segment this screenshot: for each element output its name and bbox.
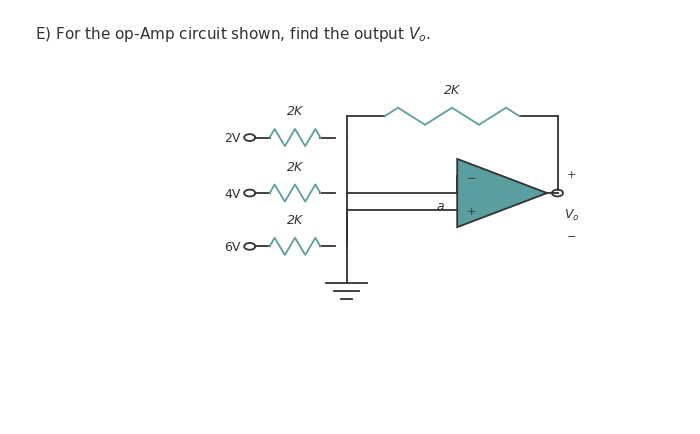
Text: $-$: $-$ <box>466 171 475 181</box>
Polygon shape <box>457 160 547 228</box>
Text: +: + <box>566 169 576 179</box>
Text: 2K: 2K <box>287 105 303 118</box>
Text: 2K: 2K <box>444 84 460 96</box>
Text: 2V: 2V <box>224 132 241 145</box>
Text: E) For the op-Amp circuit shown, find the output $V_o$.: E) For the op-Amp circuit shown, find th… <box>35 24 431 43</box>
Text: $V_o$: $V_o$ <box>564 207 579 222</box>
Text: a: a <box>436 200 444 213</box>
Text: $-$: $-$ <box>566 229 576 239</box>
Text: 6V: 6V <box>224 240 241 253</box>
Text: 2K: 2K <box>287 160 303 173</box>
Text: 2K: 2K <box>287 214 303 227</box>
Text: 4V: 4V <box>224 187 241 200</box>
Text: $+$: $+$ <box>466 205 476 216</box>
